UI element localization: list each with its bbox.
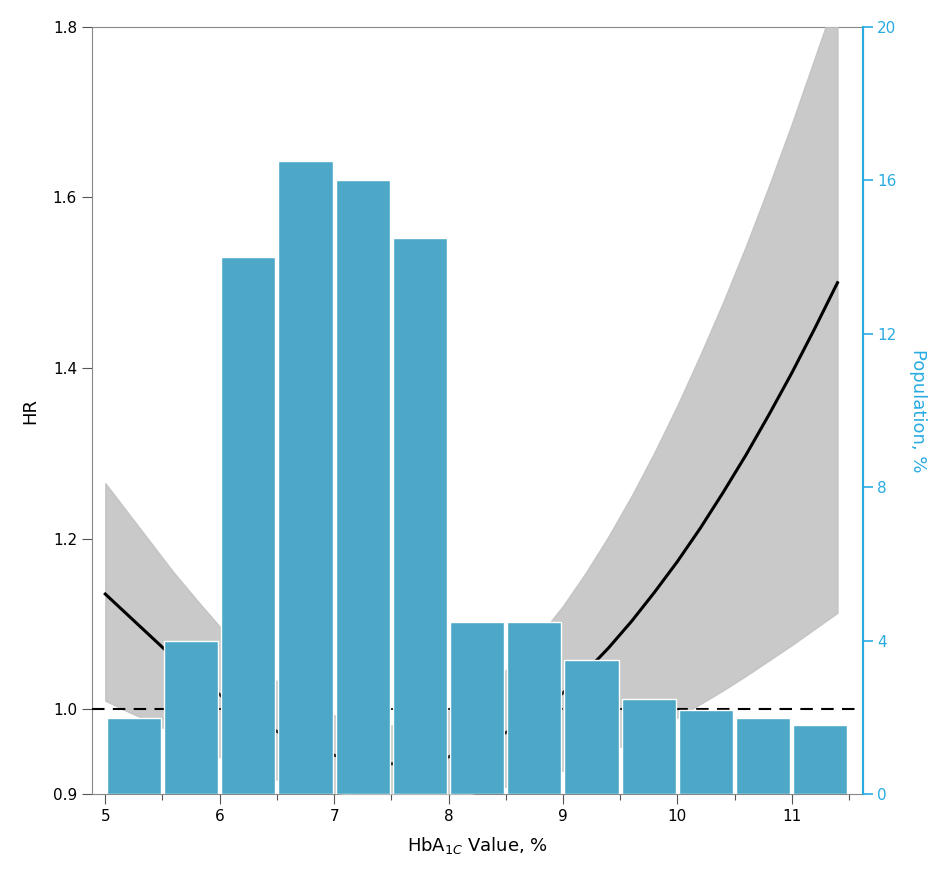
Bar <box>679 710 733 795</box>
Bar <box>793 725 848 795</box>
Y-axis label: HR: HR <box>21 397 39 424</box>
Bar <box>622 698 676 795</box>
X-axis label: HbA$_{1C}$ Value, %: HbA$_{1C}$ Value, % <box>407 835 548 856</box>
Bar <box>564 660 619 795</box>
Bar <box>164 641 218 795</box>
Bar <box>279 161 333 795</box>
Y-axis label: Population, %: Population, % <box>909 349 927 473</box>
Bar <box>507 622 561 795</box>
Bar <box>221 257 276 795</box>
Bar <box>107 717 161 795</box>
Bar <box>392 238 447 795</box>
Bar <box>450 622 504 795</box>
Bar <box>336 181 390 795</box>
Bar <box>736 717 791 795</box>
